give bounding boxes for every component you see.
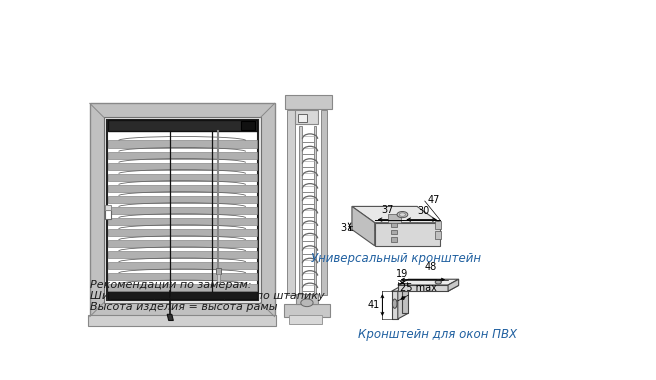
Bar <box>108 152 257 159</box>
Polygon shape <box>352 206 375 246</box>
Bar <box>284 304 330 317</box>
Polygon shape <box>402 285 409 313</box>
Text: Универсальный кронштейн: Универсальный кронштейн <box>311 252 481 264</box>
Bar <box>298 114 307 122</box>
Bar <box>108 163 257 170</box>
Bar <box>299 126 302 295</box>
Bar <box>295 110 318 124</box>
Bar <box>108 174 257 181</box>
Bar <box>285 95 331 109</box>
Bar <box>108 218 257 225</box>
Text: 30: 30 <box>417 206 429 216</box>
Text: Рекомендации по замерам:: Рекомендации по замерам: <box>90 280 251 290</box>
Bar <box>108 141 257 148</box>
Polygon shape <box>352 206 440 223</box>
Bar <box>108 196 257 203</box>
Bar <box>108 229 257 236</box>
Text: Высота изделия = высота рамы: Высота изделия = высота рамы <box>90 302 277 312</box>
Bar <box>108 185 257 192</box>
Bar <box>108 240 257 247</box>
Bar <box>287 110 295 295</box>
Text: Кронштейн для окон ПВХ: Кронштейн для окон ПВХ <box>358 328 517 341</box>
Bar <box>108 207 257 214</box>
Ellipse shape <box>301 299 313 307</box>
Text: 48: 48 <box>424 262 437 272</box>
Polygon shape <box>436 231 441 239</box>
Ellipse shape <box>435 280 441 284</box>
Polygon shape <box>375 223 440 246</box>
Bar <box>108 262 257 269</box>
Bar <box>108 120 257 131</box>
Bar <box>105 210 112 219</box>
Text: 25 max: 25 max <box>400 283 437 293</box>
Polygon shape <box>392 291 398 319</box>
Bar <box>108 273 257 280</box>
Text: 41: 41 <box>368 300 380 310</box>
Polygon shape <box>391 222 398 226</box>
Bar <box>105 205 112 210</box>
Bar <box>296 293 318 304</box>
Bar <box>108 284 257 291</box>
Bar <box>321 110 327 295</box>
Bar <box>314 126 316 295</box>
Text: 19: 19 <box>396 269 409 279</box>
Ellipse shape <box>400 213 405 216</box>
Polygon shape <box>436 221 441 229</box>
Polygon shape <box>104 117 260 303</box>
Polygon shape <box>398 285 448 291</box>
Polygon shape <box>398 285 459 291</box>
Polygon shape <box>352 206 417 230</box>
Bar <box>108 291 257 299</box>
Text: 37: 37 <box>381 205 394 215</box>
Text: 3: 3 <box>340 223 346 233</box>
Bar <box>107 120 258 300</box>
Bar <box>107 120 258 300</box>
Polygon shape <box>448 279 459 291</box>
Bar <box>216 274 220 282</box>
Bar <box>108 251 257 258</box>
Text: Ширина изделия = ширина по штапику: Ширина изделия = ширина по штапику <box>90 291 325 301</box>
Bar <box>241 121 255 130</box>
Polygon shape <box>398 279 459 285</box>
Polygon shape <box>391 230 398 234</box>
Ellipse shape <box>392 299 397 308</box>
Bar <box>89 315 276 326</box>
Ellipse shape <box>397 212 408 218</box>
Bar <box>216 268 220 274</box>
Bar <box>289 315 321 325</box>
Polygon shape <box>388 214 401 223</box>
Polygon shape <box>90 103 275 317</box>
Text: 47: 47 <box>427 195 440 205</box>
Polygon shape <box>398 285 409 319</box>
Polygon shape <box>167 314 173 320</box>
Polygon shape <box>391 238 398 242</box>
Polygon shape <box>392 285 409 291</box>
